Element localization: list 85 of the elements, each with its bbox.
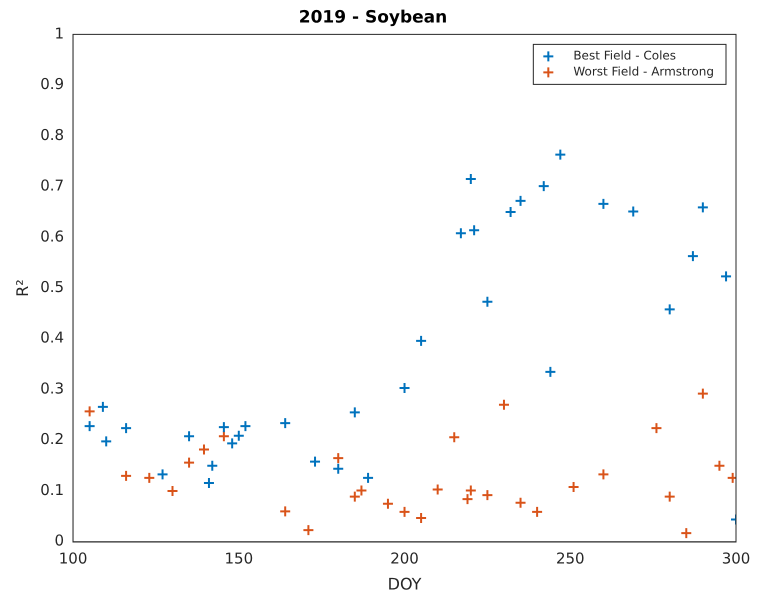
point xyxy=(514,194,527,207)
point xyxy=(696,201,709,214)
point xyxy=(498,398,510,411)
point xyxy=(362,472,374,484)
point xyxy=(84,405,96,418)
point xyxy=(538,180,550,192)
point xyxy=(462,493,474,506)
point xyxy=(218,430,230,442)
y-tick-label: 1 xyxy=(54,24,64,42)
x-tick-label: 250 xyxy=(556,550,585,568)
point xyxy=(464,173,477,186)
point xyxy=(713,460,726,472)
x-tick-label: 200 xyxy=(390,550,419,568)
point xyxy=(514,496,527,509)
point xyxy=(415,334,428,347)
y-tick-label: 0.4 xyxy=(40,328,64,347)
point xyxy=(382,498,394,510)
point xyxy=(120,422,132,434)
point xyxy=(96,400,109,413)
point xyxy=(348,490,361,503)
point xyxy=(686,250,699,262)
point xyxy=(468,224,480,236)
point xyxy=(597,198,610,210)
point xyxy=(720,270,732,282)
point xyxy=(84,420,96,432)
point xyxy=(143,472,156,484)
point xyxy=(531,506,544,518)
point xyxy=(650,422,662,434)
point xyxy=(398,382,411,394)
y-tick-label: 0.1 xyxy=(40,480,64,499)
point xyxy=(597,468,610,480)
point xyxy=(279,505,292,518)
point xyxy=(355,484,368,497)
point xyxy=(302,524,314,536)
point xyxy=(226,437,238,450)
point xyxy=(198,443,210,456)
point xyxy=(332,462,344,475)
point xyxy=(120,470,132,482)
point xyxy=(432,484,444,496)
point xyxy=(627,205,640,218)
point xyxy=(568,481,580,493)
point xyxy=(696,388,709,400)
y-tick-label: 0.6 xyxy=(40,227,64,246)
x-axis-title: DOY xyxy=(388,574,422,594)
point xyxy=(183,456,196,469)
point xyxy=(156,468,169,480)
legend-label: Worst Field - Armstrong xyxy=(573,64,714,79)
point xyxy=(239,420,252,432)
point xyxy=(166,485,178,498)
y-tick-label: 0.2 xyxy=(40,430,64,448)
point xyxy=(398,506,411,518)
point xyxy=(415,512,428,524)
x-tick-label: 100 xyxy=(58,550,88,568)
point xyxy=(504,206,517,218)
point xyxy=(232,430,245,442)
x-tick-label: 300 xyxy=(722,550,750,568)
y-tick-label: 0.9 xyxy=(40,75,64,94)
y-tick-label: 0.7 xyxy=(40,176,64,195)
point xyxy=(481,296,494,308)
point xyxy=(464,484,477,497)
y-axis-title: R² xyxy=(12,279,32,297)
point xyxy=(481,489,494,502)
legend-label: Best Field - Coles xyxy=(573,48,676,63)
x-tick-label: 150 xyxy=(224,550,254,568)
point xyxy=(544,366,556,378)
point xyxy=(100,435,112,448)
point xyxy=(348,406,361,418)
point xyxy=(554,148,566,161)
point xyxy=(183,430,196,442)
point xyxy=(454,227,467,240)
point xyxy=(332,452,344,464)
point xyxy=(448,431,460,444)
point xyxy=(218,421,230,434)
chart-title: 2019 - Soybean xyxy=(298,8,448,28)
point xyxy=(680,527,692,540)
point xyxy=(309,456,322,468)
y-tick-label: 0.8 xyxy=(40,126,64,144)
point xyxy=(279,417,292,430)
y-tick-label: 0 xyxy=(54,532,64,550)
y-tick-label: 0.5 xyxy=(40,278,64,296)
point xyxy=(202,476,215,489)
point xyxy=(664,490,676,503)
point xyxy=(206,460,218,472)
y-tick-label: 0.3 xyxy=(40,379,64,398)
point xyxy=(664,303,676,316)
